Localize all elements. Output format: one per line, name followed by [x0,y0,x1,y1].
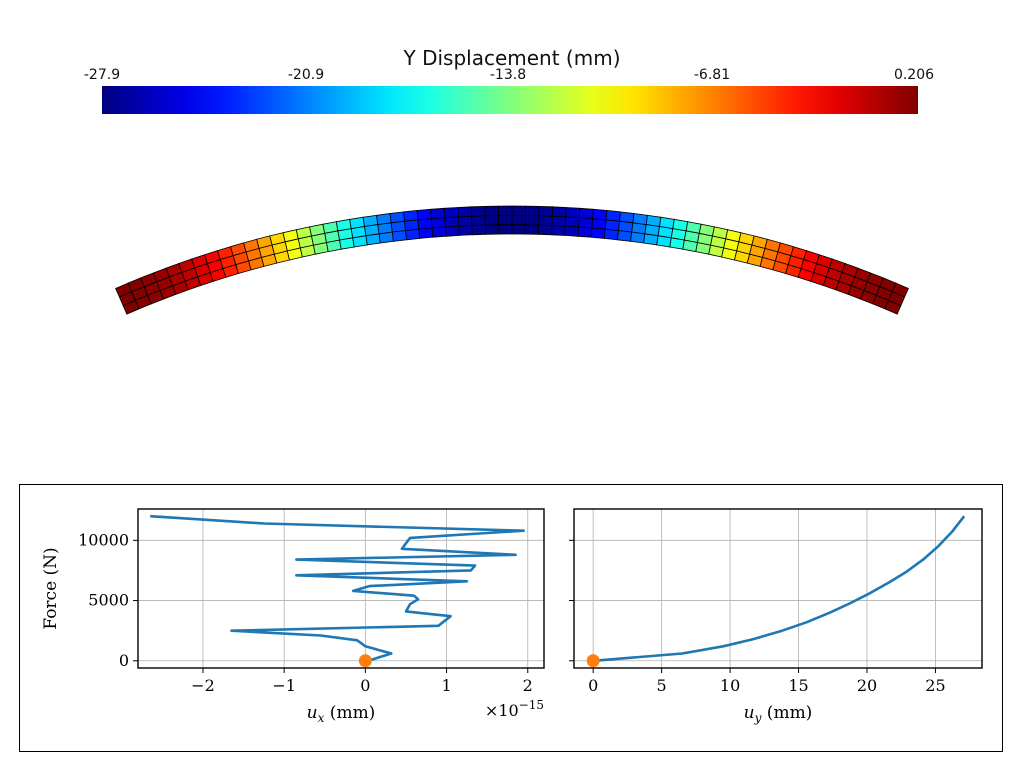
beam-element [524,214,540,226]
colorbar-tick-2: -13.8 [489,67,527,83]
beam-element [564,216,580,228]
x-tick-label: 20 [857,676,877,695]
beam-element [484,214,500,226]
x-tick-label: −1 [272,676,296,695]
beam-element [538,205,554,217]
beam-element [551,215,567,227]
beam-element [619,211,635,224]
colorbar-tick-4: 0.206 [893,67,935,83]
beam-element [417,218,433,230]
beam-element [444,216,460,228]
beam-element [551,225,566,236]
beam-element [604,219,620,231]
beam-element [891,282,909,298]
beam-element [484,205,499,217]
beam-element [322,221,339,234]
colorbar-tick-3: -6.81 [693,67,731,83]
plot-panel: −2 −1 0 1 2 0 5000 10000 ux (mm) Force (N) ×10−15 0… [19,484,1003,752]
x-tick-label: 1 [441,676,451,695]
beam-elements [115,205,909,315]
series-2-point [358,654,372,668]
beam-element [430,217,446,229]
plot-frame [573,508,983,669]
deformed-beam-mesh [115,205,909,315]
beam-element [389,211,405,224]
colorbar [102,86,918,114]
beam-element [457,206,473,218]
beam-element [511,224,526,235]
colorbar-tick-1: -20.9 [287,67,325,83]
beam-element [524,224,540,235]
beam-element [591,218,607,230]
beam-element [672,218,689,232]
beam-element [349,216,365,230]
x-tick-label: 2 [523,676,533,695]
beam-element [403,210,419,222]
beam-element [470,205,486,217]
x-axis-label: uy (mm) [744,703,813,725]
beam-element [685,221,702,234]
beam-element [592,208,608,221]
x-tick-label: 10 [720,676,740,695]
beam-element [564,225,580,237]
beam-element [444,225,460,237]
y-tick-label: 10000 [78,530,129,549]
beam-element [590,227,606,239]
series-2-point [586,654,600,668]
series-1-line [150,514,525,663]
beam-element [632,213,648,225]
beam-element [362,214,379,227]
beam-element [418,227,434,239]
beam-element [430,207,446,220]
beam-element [577,226,593,238]
beam-element [457,215,473,227]
y-tick-label: 5000 [88,591,129,610]
beam-element [404,219,420,231]
beam-element [578,207,594,220]
x-axis-offset-label: ×10−15 [485,698,544,720]
y-axis-label: Force (N) [41,547,61,629]
beam-element [458,225,473,236]
beam-element [431,226,447,238]
beam-element [405,228,421,241]
beam-element [498,224,513,235]
beam-element [603,228,619,241]
beam-element [471,215,486,226]
beam-element [416,208,432,221]
x-tick-label: −2 [191,676,215,695]
plot-2: 0 5 10 15 20 25 uy (mm) [569,508,983,725]
x-tick-label: 15 [788,676,808,695]
beam-element [511,205,527,216]
x-tick-label: 25 [925,676,945,695]
beam-element [605,210,621,222]
beam-element [565,207,581,219]
beam-element [551,206,567,218]
x-tick-label: 5 [657,676,667,695]
beam-element [471,224,487,236]
beam-element [659,216,675,230]
beam-element [443,207,459,219]
y-tick-label: 0 [119,651,129,670]
beam-element [497,205,513,216]
beam-element [484,224,500,235]
beam-element [538,215,553,226]
beam-element [335,218,352,232]
series-1-line [593,515,966,663]
beam-element [645,214,662,227]
colorbar-tick-0: -27.9 [83,67,121,83]
beam-element [498,214,513,226]
x-axis-label: ux (mm) [307,703,376,725]
x-tick-label: 0 [360,676,370,695]
x-tick-label: 0 [588,676,598,695]
plot-1: −2 −1 0 1 2 0 5000 10000 ux (mm) Force (N) ×10−15 [41,508,545,725]
beam-element [376,213,392,225]
beam-element [511,214,526,226]
colorbar-title: Y Displacement (mm) [403,46,621,70]
beam-element [537,224,553,236]
beam-element [525,205,540,217]
plot-frame [137,508,545,669]
beam-element [578,217,594,229]
